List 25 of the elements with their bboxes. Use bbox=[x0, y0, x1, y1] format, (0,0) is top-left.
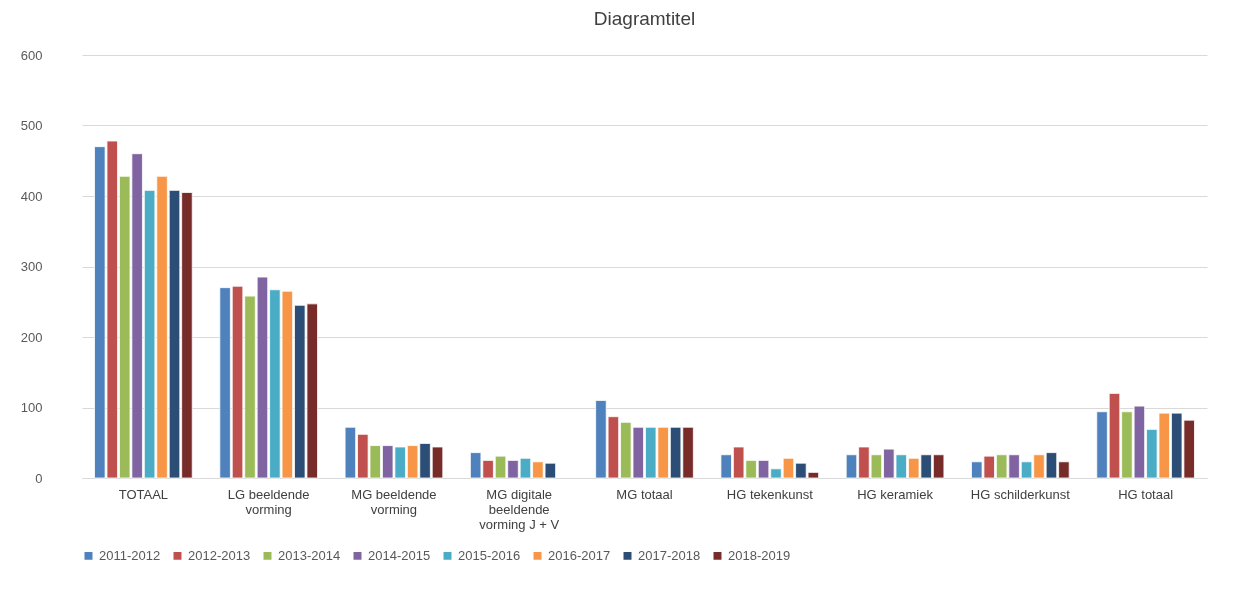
legend-label: 2017-2018 bbox=[638, 547, 701, 563]
y-tick-label: 600 bbox=[20, 47, 43, 63]
x-tick-label: MG digitale beeldende vorming J + V bbox=[479, 486, 560, 532]
y-tick-label: 100 bbox=[20, 400, 43, 415]
x-tick-label: HG schilderkunst bbox=[970, 486, 1071, 502]
y-tick-label: 300 bbox=[20, 259, 43, 274]
y-tick-label: 500 bbox=[20, 118, 43, 133]
legend-label: 2015-2016 bbox=[458, 547, 521, 563]
legend-label: 2018-2019 bbox=[728, 547, 791, 563]
legend-label: 2013-2014 bbox=[278, 547, 341, 563]
x-tick-label: MG totaal bbox=[616, 486, 673, 502]
chart-title: Diagramtitel bbox=[593, 8, 696, 29]
x-tick-label: HG tekenkunst bbox=[726, 486, 814, 502]
x-tick-label: MG beeldende vorming bbox=[351, 486, 437, 517]
legend-label: 2011-2012 bbox=[99, 547, 161, 563]
x-tick-label: TOTAAL bbox=[118, 486, 169, 502]
legend-label: 2012-2013 bbox=[188, 547, 251, 563]
x-tick-label: LG beeldende vorming bbox=[227, 486, 310, 517]
y-tick-label: 200 bbox=[20, 329, 43, 345]
y-tick-label: 400 bbox=[20, 188, 43, 204]
x-tick-label: HG keramiek bbox=[857, 486, 934, 502]
x-tick-label: HG totaal bbox=[1118, 486, 1174, 502]
legend-label: 2014-2015 bbox=[368, 547, 431, 563]
y-tick-label: 0 bbox=[35, 470, 43, 486]
legend-label: 2016-2017 bbox=[548, 547, 611, 563]
